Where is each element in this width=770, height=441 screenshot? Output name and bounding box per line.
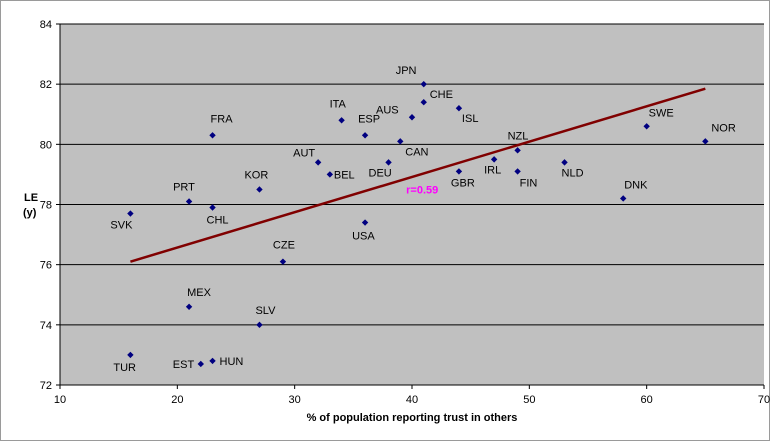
trend-line [130,87,706,263]
point-label-usa: USA [352,231,375,243]
point-label-svk: SVK [110,220,133,232]
point-label-chl: CHL [207,215,229,227]
point-deu [385,159,392,166]
point-est [197,360,204,368]
y-tick-74: 74 [40,320,52,332]
point-can [397,138,404,145]
x-tick-60: 60 [641,394,653,406]
point-ita [338,117,345,124]
point-aus [408,114,416,121]
y-tick-72: 72 [40,380,52,392]
point-label-nor: NOR [711,122,736,134]
x-tick-20: 20 [171,394,183,406]
point-irl [490,156,498,163]
y-tick-82: 82 [40,79,52,91]
point-label-can: CAN [405,146,428,158]
point-svk [127,210,134,217]
point-nld [561,159,568,166]
x-tick-30: 30 [289,394,301,406]
point-labels: JPN CHE ISL AUS ITA ESP FRA SWE NOR CAN NZL IRL NLD A… [110,65,735,374]
x-tick-labels: 10 20 30 40 50 60 70 [54,385,770,406]
point-label-dnk: DNK [624,179,648,191]
correlation-annotation: r=0.59 [406,184,438,196]
point-label-tur: TUR [113,362,136,374]
point-fin [514,168,521,175]
x-tick-50: 50 [523,394,535,406]
point-label-nld: NLD [562,167,584,179]
point-nor [702,138,709,145]
x-tick-40: 40 [406,394,418,406]
point-label-aut: AUT [293,147,315,159]
point-label-fin: FIN [520,177,538,189]
point-label-aus: AUS [376,104,399,116]
point-label-cze: CZE [273,240,295,252]
point-label-swe: SWE [649,107,674,119]
y-axis-label-line1: LE [24,192,38,204]
x-tick-10: 10 [54,394,66,406]
point-jpn [420,80,427,88]
point-slv [256,321,263,329]
point-kor [256,186,263,193]
point-aut [314,159,322,166]
point-label-kor: KOR [244,169,268,181]
point-bel [326,171,334,178]
point-hun [209,357,216,365]
x-axis-label: % of population reporting trust in other… [307,412,518,424]
point-label-deu: DEU [369,167,392,179]
point-label-hun: HUN [220,356,244,368]
point-label-esp: ESP [358,113,380,125]
gridlines [60,23,764,326]
point-cze [279,258,287,265]
y-tick-labels: 72 74 76 78 80 82 84 [40,19,60,392]
point-gbr [455,168,463,175]
y-tick-84: 84 [40,19,52,31]
point-isl [455,105,463,112]
y-tick-80: 80 [40,139,52,151]
point-chl [209,204,216,211]
point-usa [361,219,369,226]
point-fra [209,132,216,139]
point-label-nzl: NZL [508,130,529,142]
point-label-gbr: GBR [451,177,475,189]
point-label-bel: BEL [334,169,355,181]
point-label-che: CHE [430,89,453,101]
point-label-irl: IRL [484,164,501,176]
point-label-isl: ISL [462,113,479,125]
point-esp [361,132,369,139]
point-label-est: EST [173,359,195,371]
point-swe [643,123,650,130]
point-dnk [620,195,627,202]
point-nzl [514,147,521,154]
point-prt [185,198,193,205]
point-mex [185,303,193,310]
y-tick-78: 78 [40,200,52,212]
x-tick-70: 70 [758,394,770,406]
y-tick-76: 76 [40,260,52,272]
point-tur [127,351,134,359]
point-label-prt: PRT [173,181,195,193]
y-axis-label-line2: (y) [23,207,37,219]
point-label-jpn: JPN [396,65,417,77]
data-points [127,80,709,368]
point-label-mex: MEX [187,287,212,299]
point-label-slv: SLV [255,305,276,317]
point-label-ita: ITA [330,98,347,110]
point-che [420,99,427,106]
point-label-fra: FRA [211,113,234,125]
